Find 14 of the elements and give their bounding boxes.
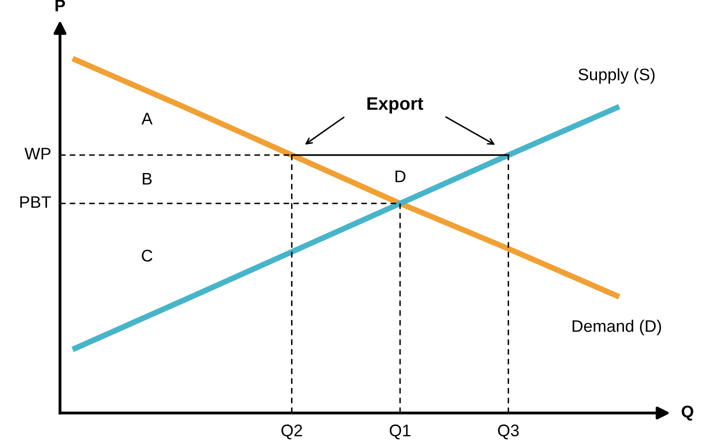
x-tick-label: Q1 — [390, 424, 410, 440]
annotation: Export — [367, 97, 424, 114]
y-axis-title: P — [56, 0, 65, 12]
annotation: A — [141, 112, 153, 124]
x-tick-label: Q3 — [498, 424, 519, 440]
x-axis-title: Q — [682, 406, 694, 421]
x-tick-label: Q2 — [281, 424, 302, 440]
series-label: Demand (D) — [572, 320, 662, 336]
annotation: D — [396, 170, 406, 182]
annotation: B — [142, 172, 152, 184]
series-label: Supply (S) — [578, 68, 655, 84]
ref-line-label: WP — [24, 148, 50, 160]
ref-line-label: PBT — [20, 196, 51, 208]
annotation: C — [142, 250, 152, 262]
